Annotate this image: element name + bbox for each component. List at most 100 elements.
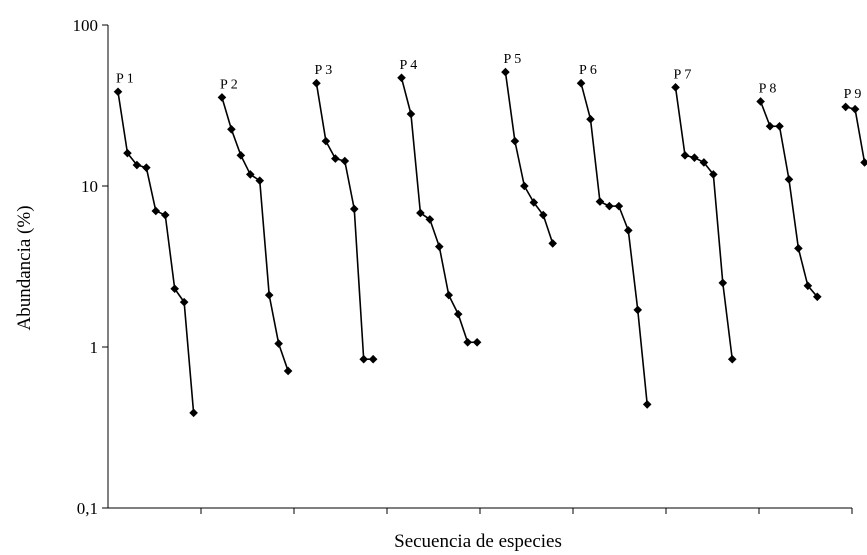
data-point bbox=[614, 201, 624, 211]
series-label: P 9 bbox=[844, 87, 862, 102]
series-segment bbox=[448, 294, 459, 315]
data-point bbox=[425, 215, 435, 224]
data-point bbox=[142, 163, 151, 172]
series-label: P 5 bbox=[503, 52, 521, 67]
data-point bbox=[538, 210, 548, 220]
series-segment bbox=[504, 71, 516, 142]
data-point bbox=[255, 176, 265, 185]
data-point bbox=[151, 206, 161, 216]
series-segment bbox=[759, 101, 771, 127]
data-point bbox=[179, 297, 189, 307]
data-point bbox=[633, 305, 643, 315]
series-5: P 5 bbox=[501, 52, 557, 248]
data-point bbox=[850, 104, 860, 114]
series-9: P 9 bbox=[841, 87, 867, 167]
data-point bbox=[472, 337, 482, 347]
series-segment bbox=[627, 230, 639, 310]
data-point bbox=[340, 156, 350, 166]
series-segment bbox=[854, 109, 866, 163]
series-segment bbox=[722, 282, 734, 360]
data-point bbox=[160, 210, 170, 220]
y-tick-label: 1 bbox=[90, 338, 99, 357]
series-segment bbox=[400, 77, 412, 115]
series-label: P 4 bbox=[400, 58, 418, 73]
data-point bbox=[718, 278, 728, 288]
data-point bbox=[699, 158, 709, 167]
data-point bbox=[217, 93, 227, 102]
series-segment bbox=[164, 214, 176, 289]
data-point bbox=[680, 151, 690, 160]
series-7: P 7 bbox=[671, 67, 737, 364]
series-8: P 8 bbox=[756, 81, 822, 302]
data-point bbox=[576, 78, 586, 88]
series-segment bbox=[797, 248, 809, 286]
data-point bbox=[406, 109, 416, 119]
y-axis-title: Abundancia (%) bbox=[14, 205, 35, 330]
data-point bbox=[444, 290, 454, 300]
series-segment bbox=[145, 167, 157, 212]
data-point bbox=[605, 201, 614, 211]
series-label: P 3 bbox=[314, 63, 332, 78]
series-segment bbox=[315, 83, 327, 142]
y-tick-label: 0,1 bbox=[77, 499, 98, 518]
series-segment bbox=[277, 343, 289, 372]
data-point bbox=[727, 354, 737, 364]
data-point bbox=[368, 354, 378, 364]
data-point bbox=[803, 281, 813, 291]
data-point bbox=[548, 239, 557, 248]
series-segment-highlight bbox=[712, 174, 724, 284]
series-segment-highlight bbox=[183, 302, 195, 413]
series-6: P 6 bbox=[576, 63, 652, 409]
data-point bbox=[312, 78, 321, 88]
data-point bbox=[671, 83, 680, 92]
series-segment bbox=[542, 214, 554, 244]
data-point bbox=[756, 97, 765, 106]
data-point bbox=[642, 400, 652, 409]
data-point bbox=[529, 198, 539, 207]
data-point bbox=[813, 292, 822, 302]
data-point bbox=[784, 175, 794, 184]
series-segment bbox=[438, 246, 450, 296]
series-segment bbox=[240, 155, 252, 175]
data-point bbox=[246, 170, 255, 179]
series-segment bbox=[268, 294, 280, 344]
data-point bbox=[435, 242, 444, 251]
data-point bbox=[586, 114, 595, 124]
y-tick-label: 10 bbox=[81, 177, 98, 196]
data-point bbox=[113, 87, 123, 97]
data-point bbox=[624, 226, 633, 235]
data-point bbox=[520, 181, 529, 191]
data-point bbox=[794, 244, 803, 253]
data-point bbox=[321, 136, 331, 146]
x-axis-title: Secuencia de especies bbox=[394, 531, 562, 552]
series-1: P 1 bbox=[113, 72, 198, 418]
data-point bbox=[264, 290, 274, 300]
y-axis-ticks: 0,1 1 10 100 bbox=[73, 16, 108, 518]
series-segment-highlight bbox=[344, 160, 356, 210]
data-point bbox=[860, 158, 867, 167]
series-label: P 8 bbox=[759, 81, 777, 96]
series-segment bbox=[589, 119, 601, 202]
series-segment bbox=[778, 126, 790, 180]
series-segment-highlight bbox=[429, 219, 441, 247]
data-point bbox=[510, 136, 520, 146]
data-point bbox=[453, 309, 463, 319]
data-point bbox=[359, 354, 368, 364]
series-segment bbox=[636, 309, 648, 405]
series-segment bbox=[580, 83, 592, 120]
series-segment bbox=[117, 91, 129, 154]
data-point bbox=[227, 124, 236, 134]
series-segment bbox=[410, 113, 422, 214]
series-segment bbox=[230, 129, 242, 156]
data-point bbox=[189, 408, 198, 418]
series-segment bbox=[457, 313, 469, 343]
series-segment bbox=[258, 180, 270, 296]
x-axis-ticks bbox=[200, 508, 853, 514]
data-point bbox=[331, 154, 340, 163]
data-point bbox=[841, 102, 850, 112]
data-point bbox=[236, 151, 246, 160]
data-point bbox=[775, 121, 784, 131]
data-point bbox=[595, 197, 605, 206]
series-segment bbox=[325, 140, 337, 159]
